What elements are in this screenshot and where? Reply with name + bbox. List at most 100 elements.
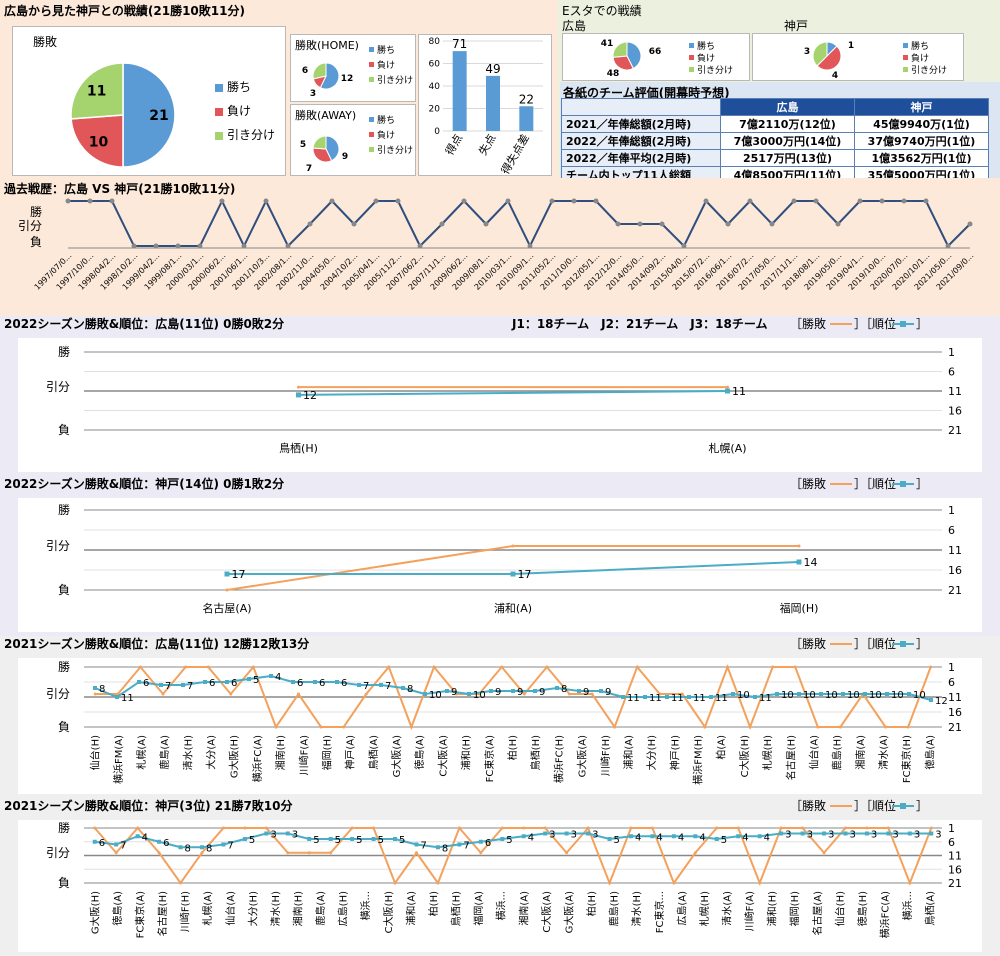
season-rank-point: [393, 837, 398, 841]
season-rank-label: 6: [163, 838, 169, 849]
season-rank-point: [335, 680, 339, 684]
season-rank-point: [137, 680, 141, 684]
season-rank-point: [296, 392, 301, 398]
season-rank-point: [307, 837, 312, 841]
season-ylabel: 引分: [46, 846, 70, 860]
score-bar: [452, 51, 467, 131]
season-rank-label: 5: [253, 675, 259, 686]
history-point: [439, 221, 445, 227]
season-rank-label: 10: [913, 690, 926, 701]
season-rank-point: [511, 689, 515, 693]
away-pie-label: 勝敗(AWAY): [295, 109, 357, 122]
season-rank-tick: 1: [948, 661, 955, 674]
season-rank-point: [371, 837, 376, 841]
season-rank-point: [247, 677, 251, 681]
season-legend-marker: [900, 641, 906, 647]
season-rank-label: 7: [385, 681, 391, 692]
season-legend-label: ［勝敗: [790, 798, 826, 813]
season-opponent-label: 名古屋(A): [202, 601, 251, 615]
season-rank-point: [864, 831, 869, 836]
season-rank-label: 9: [451, 687, 457, 698]
season-rank-label: 10: [429, 690, 442, 701]
season-rank-label: 4: [742, 832, 748, 843]
season-rank-label: 3: [914, 830, 920, 841]
eval-title: 各紙のチーム評価(開幕時予想): [563, 86, 730, 100]
legend-label: 引き分け: [697, 65, 733, 76]
history-point: [285, 243, 291, 249]
season-rank-tick: 6: [948, 366, 955, 379]
season-rank-point: [135, 834, 140, 839]
season-rank-point: [423, 692, 427, 696]
eval-header-hiroshima: 広島: [720, 98, 855, 116]
home-pie-slice: [312, 62, 327, 80]
season-result-point: [886, 826, 890, 830]
season-opponent-label: 湘南(A): [854, 735, 867, 770]
season-result-point: [613, 725, 617, 729]
away-pie-slice: [312, 147, 333, 163]
home-pie-slice: [319, 62, 340, 90]
season-legend-label: ］［順位: [854, 636, 896, 651]
history-point: [131, 243, 137, 249]
season-rank-point: [379, 683, 383, 687]
estadium-hiroshima-slice: [612, 41, 628, 58]
season-rank-tick: 21: [948, 584, 962, 597]
season-rank-point: [775, 692, 779, 696]
history-point: [681, 243, 687, 249]
season-rank-line: [298, 390, 728, 396]
season-result-point: [658, 692, 662, 696]
season-ylabel: 負: [58, 423, 70, 437]
season-result-point: [801, 826, 805, 830]
season-result-point: [511, 544, 515, 548]
legend-swatch: [215, 108, 223, 116]
season-rank-point: [863, 692, 867, 696]
away-pie-slice: [312, 135, 327, 150]
legend-swatch: [369, 77, 374, 82]
season-opponent-label: 柏(A): [715, 735, 728, 760]
season-opponent-label: 清水(H): [630, 891, 643, 926]
season-rank-label: 7: [165, 681, 171, 692]
season-result-point: [225, 588, 229, 592]
season-rank-point: [445, 689, 449, 693]
season-rank-label: 10: [825, 690, 838, 701]
season-result-point: [758, 881, 762, 885]
season-rank-point: [650, 834, 655, 839]
season-opponent-label: 徳島(A): [111, 891, 124, 926]
season-result-point: [251, 665, 255, 669]
season-result-point: [650, 826, 654, 830]
season-opponent-label: 大分(H): [645, 735, 658, 770]
history-point: [307, 221, 313, 227]
history-point: [901, 198, 907, 204]
season-result-point: [680, 692, 684, 696]
season-result-point: [567, 692, 571, 696]
season-rank-label: 10: [473, 690, 486, 701]
legend-label: 負け: [697, 52, 715, 64]
summary-title: 広島から見た神戸との戦績(21勝10敗11分): [4, 4, 245, 18]
season-rank-label: 5: [249, 835, 255, 846]
score-bar-chart: 0 20 40 60 80 71 得点 49 失点 22 得失点差: [429, 37, 543, 175]
season-opponent-label: 鹿島(H): [608, 891, 621, 926]
history-point: [967, 221, 973, 227]
season-opponent-label: 名古屋(H): [784, 735, 797, 780]
season-rank-point: [929, 698, 933, 702]
season-result-point: [243, 826, 247, 830]
legend-swatch: [689, 67, 694, 72]
season-rank-point: [714, 837, 719, 841]
season-opponent-label: 大分(A): [205, 735, 218, 770]
history-point: [725, 221, 731, 227]
estadium-hiroshima-slice-label: 48: [607, 69, 620, 79]
season-rank-point: [225, 680, 229, 684]
season-rank-point: [181, 683, 185, 687]
season-result-line: [93, 826, 933, 886]
season-rank-label: 5: [506, 835, 512, 846]
season-rank-point: [643, 695, 647, 699]
season-opponent-label: 仙台(H): [89, 735, 102, 770]
table-row: 2021／年俸総額(2月時) 7億2110万(12位) 45億9940万(1位): [561, 115, 989, 133]
season-result-point: [297, 385, 300, 389]
season-result-point: [319, 725, 323, 729]
season-result-point: [590, 692, 594, 696]
away-pie-slice-label: 5: [300, 140, 306, 150]
season-opponent-label: 福岡(A): [472, 891, 485, 926]
score-category-label: 得点: [443, 132, 465, 158]
estadium-kobe-box: 1 4 3 勝ち 負け 引き分け: [752, 33, 964, 81]
eval-table: 広島 神戸 2021／年俸総額(2月時) 7億2110万(12位) 45億9940万…: [561, 98, 989, 184]
